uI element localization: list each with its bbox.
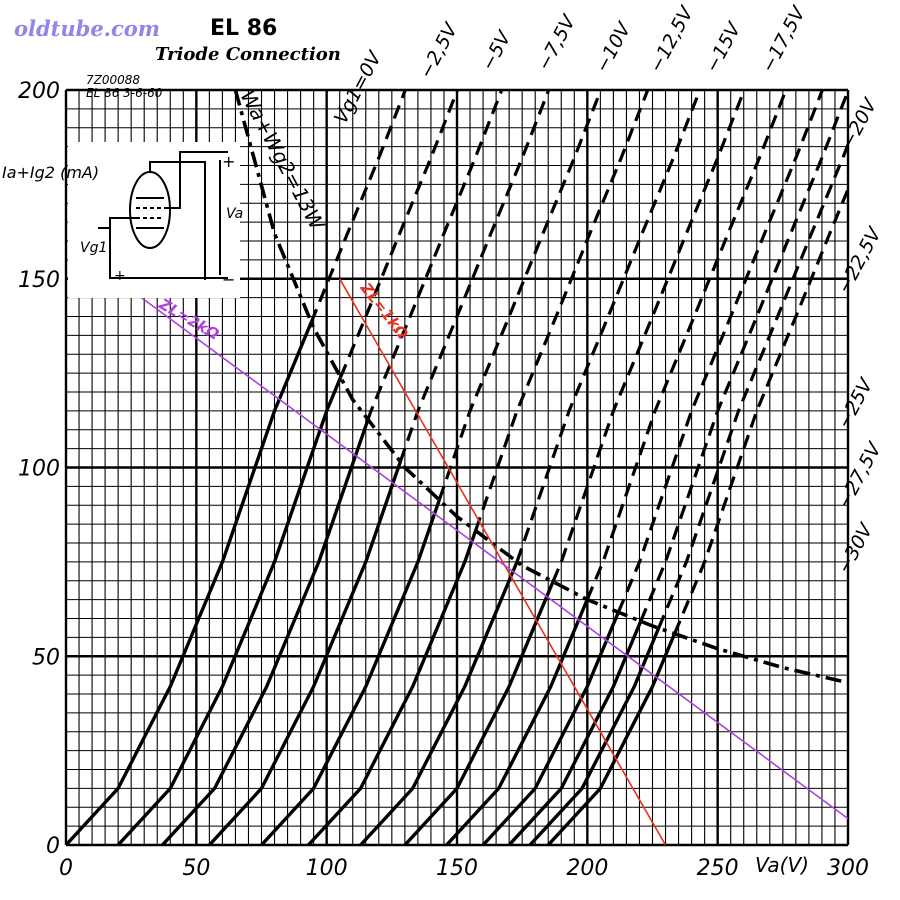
y-tick-label: 0 <box>46 834 60 859</box>
chart-title: EL 86 <box>210 16 278 41</box>
series-label: −10V <box>591 17 636 76</box>
x-tick-label: 250 <box>697 856 739 881</box>
inset-schematic: + − Va Vg1 + <box>68 142 243 298</box>
ref-code: 7Z00088 <box>86 73 141 87</box>
series-curve-solid <box>116 376 343 845</box>
series-curve-solid <box>208 461 403 845</box>
series-curve-solid <box>161 418 370 845</box>
x-tick-label: 300 <box>827 856 869 881</box>
inset-label-vg1: Vg1 <box>80 240 107 256</box>
inset-plus-bottom: + <box>114 268 126 284</box>
series-curve-dashed <box>339 90 460 378</box>
series-curve-solid <box>260 499 441 845</box>
series-curves <box>66 90 848 845</box>
load-lines <box>130 278 849 846</box>
series-curve-dashed <box>673 185 848 635</box>
series-curve-dashed <box>437 90 603 501</box>
series-curve-solid <box>307 530 478 845</box>
load-line-label: ZL=1kΩ <box>356 279 412 343</box>
series-curve-solid <box>66 321 313 845</box>
series-curve-dashed <box>309 90 408 323</box>
y-axis-label-text: Ia+Ig2 (mA) <box>2 163 99 182</box>
series-curve-solid <box>403 581 555 845</box>
y-axis-label: Ia+Ig2 (mA) <box>2 163 99 182</box>
series-label: −5V <box>477 26 517 74</box>
series-curve-dashed <box>398 90 551 463</box>
x-tick-label: 50 <box>182 856 210 881</box>
dissipation-line <box>233 90 848 685</box>
series-curve-solid <box>546 633 677 845</box>
series-label: −7,5V <box>533 10 581 74</box>
load-line <box>339 278 667 846</box>
load-line-label: ZL=2kΩ <box>155 294 222 343</box>
inset-plus-top: + <box>222 152 235 171</box>
y-tick-label: 50 <box>32 645 60 670</box>
series-curve-solid <box>445 598 589 845</box>
series-curve-dashed <box>585 90 788 601</box>
series-curve-dashed <box>639 90 848 622</box>
series-curve-dashed <box>474 90 650 532</box>
site-name: oldtube.com <box>14 16 161 41</box>
x-tick-label: 150 <box>436 856 478 881</box>
dissipation-curve <box>233 90 848 685</box>
series-label: −15V <box>701 17 746 76</box>
series-curve-dashed <box>515 90 702 563</box>
y-tick-label: 200 <box>18 79 60 104</box>
ref-date: EL 86 3-6-60 <box>86 86 163 100</box>
series-curve-dashed <box>366 90 504 421</box>
series-label: −17,5V <box>757 1 811 76</box>
series-curve-dashed <box>616 90 825 613</box>
y-tick-label: 150 <box>18 268 60 293</box>
chart-subtitle: Triode Connection <box>155 44 341 65</box>
series-label: −25V <box>833 373 878 432</box>
tick-labels: 0 50 100 150 200 250 300 0 50 100 150 200 Va(V) <box>18 79 869 881</box>
inset-minus: − <box>222 270 235 289</box>
load-line <box>130 289 849 820</box>
series-label: −12,5V <box>645 1 699 76</box>
series-curve-solid <box>507 620 643 845</box>
series-curve-solid <box>481 611 620 845</box>
inset-label-va: Va <box>226 206 243 222</box>
reference-code: 7Z00088 EL 86 3-6-60 <box>86 74 162 100</box>
y-tick-label: 100 <box>18 457 60 482</box>
x-tick-label: 200 <box>566 856 608 881</box>
grid-major <box>64 88 850 847</box>
x-tick-label: 100 <box>306 856 348 881</box>
series-label: −30V <box>833 518 878 577</box>
x-axis-label: Va(V) <box>755 853 809 877</box>
series-curve-solid <box>528 627 661 845</box>
series-curve-dashed <box>657 140 848 629</box>
x-tick-label: 0 <box>59 856 73 881</box>
series-label: −2,5V <box>415 18 463 82</box>
series-curve-solid <box>359 560 519 845</box>
